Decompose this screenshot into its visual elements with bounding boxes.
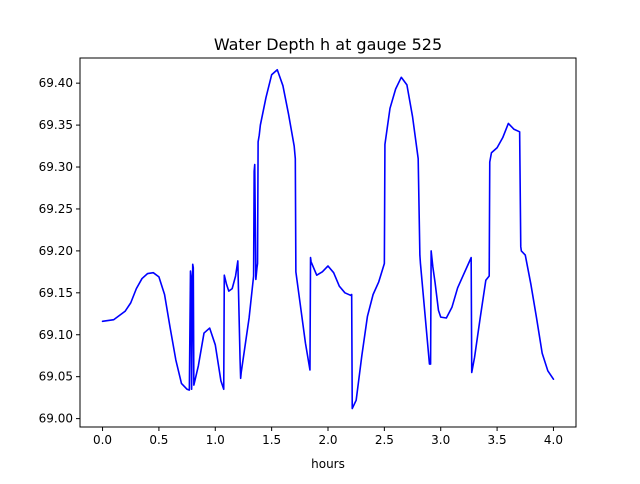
x-axis-label: hours (311, 457, 345, 471)
y-tick-label: 69.00 (39, 412, 73, 426)
x-tick-label: 3.0 (431, 433, 450, 447)
y-tick-label: 69.25 (39, 202, 73, 216)
x-tick-label: 2.0 (318, 433, 337, 447)
x-tick-label: 2.5 (375, 433, 394, 447)
y-tick-label: 69.35 (39, 118, 73, 132)
axes: 0.0 0.5 1.0 1.5 2.0 2.5 3.0 3.5 4.0 69.00 69.05 69.… (39, 57, 577, 447)
y-tick-label: 69.05 (39, 370, 73, 384)
x-tick-label: 3.5 (488, 433, 507, 447)
x-tick-label: 0.5 (149, 433, 168, 447)
y-tick-label: 69.10 (39, 328, 73, 342)
y-tick-label: 69.40 (39, 76, 73, 90)
y-tick-label: 69.30 (39, 160, 73, 174)
plot-area (101, 68, 555, 410)
x-tick-label: 1.0 (206, 433, 225, 447)
x-tick-label: 4.0 (544, 433, 563, 447)
chart-title: Water Depth h at gauge 525 (214, 35, 442, 54)
y-tick-label: 69.20 (39, 244, 73, 258)
series-line-0 (101, 68, 555, 410)
x-tick-label: 0.0 (93, 433, 112, 447)
y-tick-label: 69.15 (39, 286, 73, 300)
x-tick-label: 1.5 (262, 433, 281, 447)
